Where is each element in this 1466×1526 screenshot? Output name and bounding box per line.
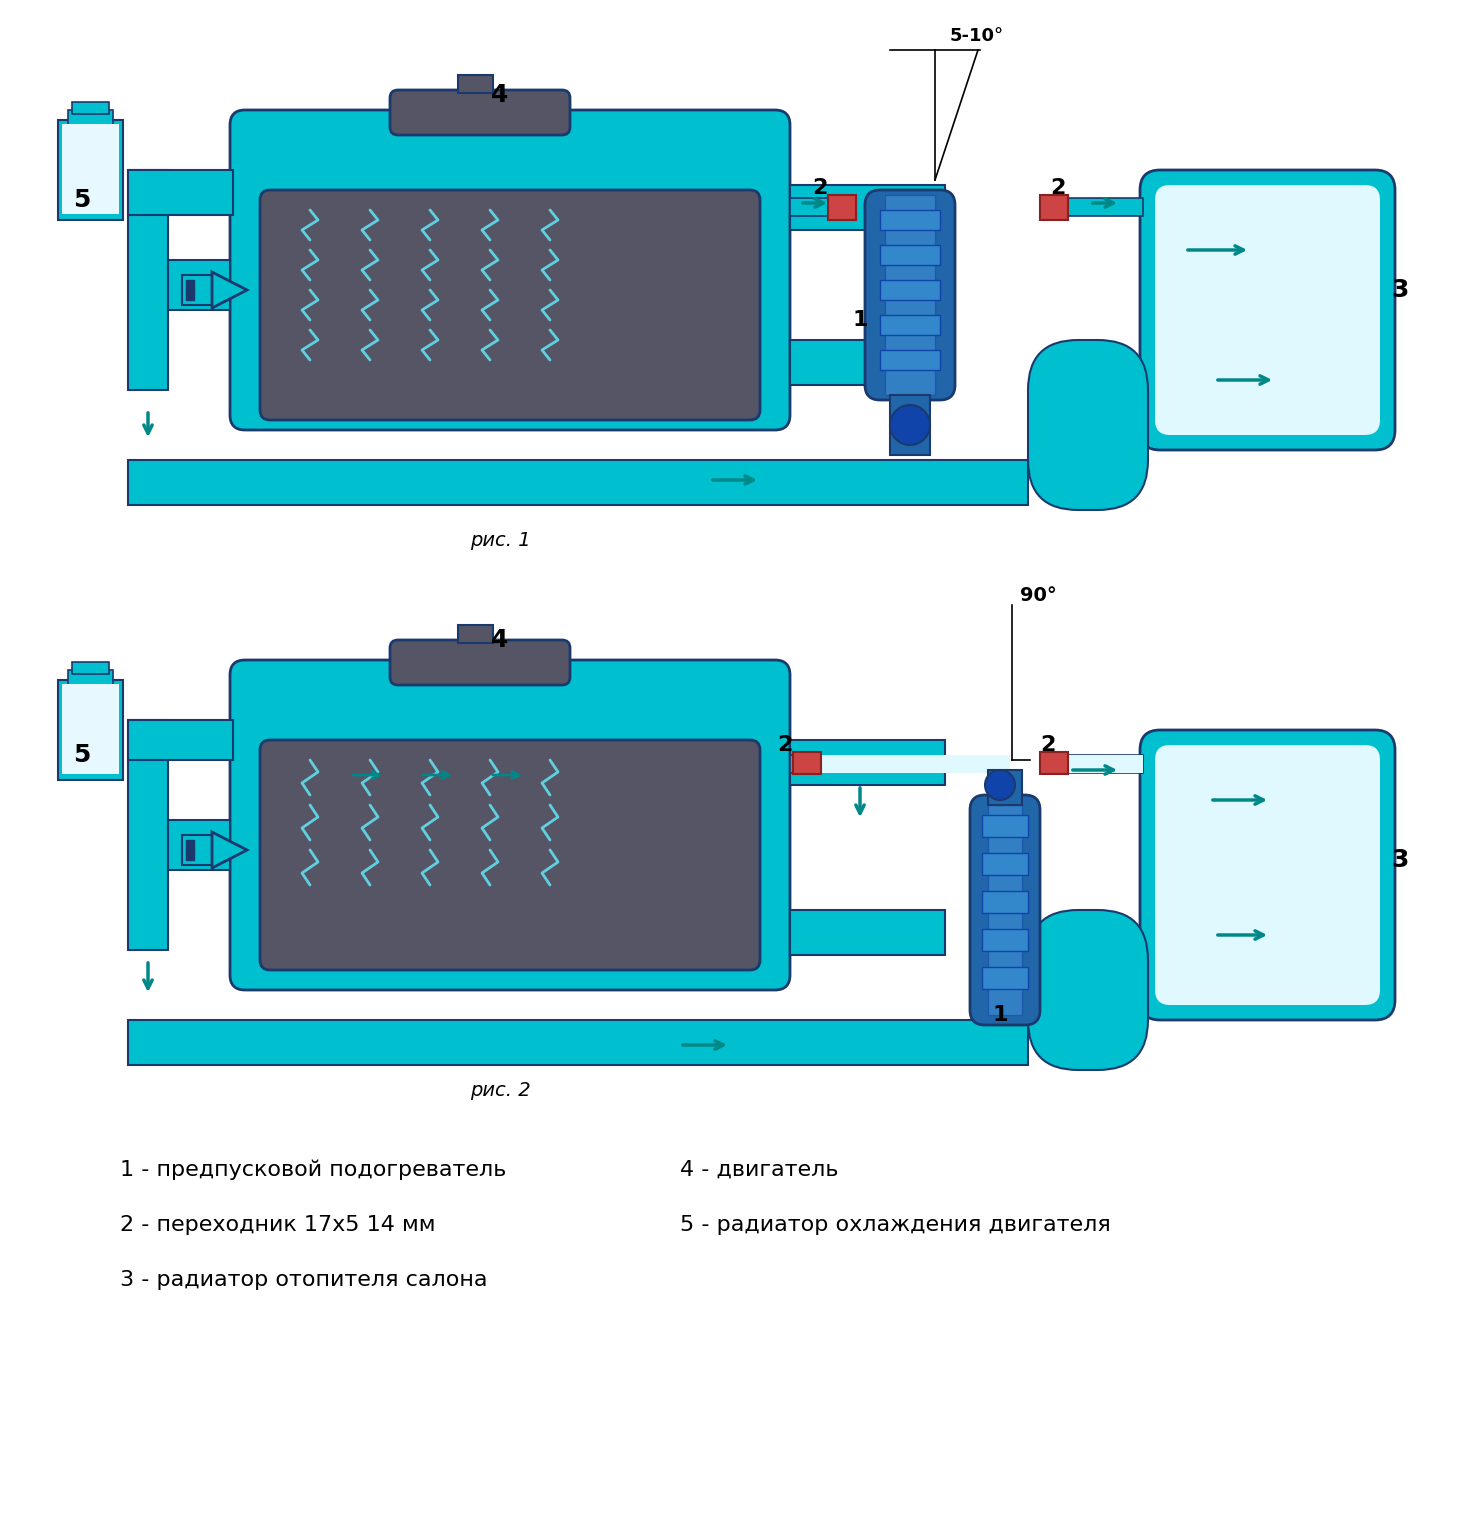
Text: 3: 3 — [1391, 848, 1409, 871]
Text: 2: 2 — [777, 736, 793, 755]
FancyBboxPatch shape — [1141, 729, 1396, 1019]
Bar — [62, 124, 119, 214]
FancyBboxPatch shape — [1028, 909, 1148, 1070]
Bar — [790, 755, 795, 774]
Bar — [1069, 755, 1143, 774]
Text: 1: 1 — [992, 1006, 1007, 1025]
Bar — [1069, 755, 1143, 774]
Bar — [1039, 752, 1069, 774]
Text: 5 - радиатор охлаждения двигателя: 5 - радиатор охлаждения двигателя — [680, 1215, 1111, 1235]
Text: 1: 1 — [852, 310, 868, 330]
Polygon shape — [213, 832, 246, 868]
Bar — [880, 279, 940, 301]
Text: 4: 4 — [491, 629, 509, 652]
Bar — [790, 740, 946, 784]
Text: 5-10°: 5-10° — [950, 27, 1004, 44]
Text: 2: 2 — [812, 179, 828, 198]
Bar — [182, 275, 214, 305]
Text: 2: 2 — [1041, 736, 1056, 755]
Text: 1 - предпусковой подогреватель: 1 - предпусковой подогреватель — [120, 1160, 506, 1180]
FancyBboxPatch shape — [1155, 745, 1380, 1006]
Bar — [982, 967, 1028, 989]
Bar — [62, 684, 119, 774]
FancyBboxPatch shape — [230, 110, 790, 430]
Bar — [1039, 195, 1069, 220]
Text: 90°: 90° — [1020, 586, 1057, 604]
Text: 2: 2 — [1050, 179, 1066, 198]
Text: рис. 1: рис. 1 — [469, 531, 531, 549]
Bar — [186, 279, 194, 301]
Bar — [169, 259, 230, 310]
Bar — [988, 806, 1022, 1015]
Bar — [128, 720, 169, 951]
Bar — [790, 340, 946, 385]
Bar — [72, 662, 108, 674]
Bar — [880, 349, 940, 369]
FancyBboxPatch shape — [1155, 185, 1380, 435]
FancyBboxPatch shape — [1141, 169, 1396, 450]
Bar — [72, 102, 108, 114]
Bar — [880, 314, 940, 336]
Polygon shape — [213, 272, 246, 308]
FancyBboxPatch shape — [390, 90, 570, 134]
FancyBboxPatch shape — [1028, 340, 1148, 510]
FancyBboxPatch shape — [259, 191, 759, 420]
Bar — [790, 185, 946, 230]
Text: 3: 3 — [1391, 278, 1409, 302]
FancyBboxPatch shape — [259, 740, 759, 971]
FancyBboxPatch shape — [230, 661, 790, 990]
Bar — [128, 1019, 1028, 1065]
Bar — [457, 626, 493, 642]
Bar — [169, 819, 230, 870]
Bar — [59, 121, 123, 220]
Bar — [128, 459, 1028, 505]
Bar — [982, 853, 1028, 874]
Text: рис. 2: рис. 2 — [469, 1080, 531, 1100]
Bar — [1069, 198, 1143, 217]
Bar — [819, 755, 1010, 774]
Bar — [982, 929, 1028, 951]
Bar — [790, 198, 830, 217]
Bar — [457, 75, 493, 93]
Bar — [793, 752, 821, 774]
Bar — [988, 771, 1022, 806]
Bar — [128, 169, 233, 215]
Text: 5: 5 — [73, 188, 91, 212]
Circle shape — [985, 771, 1014, 800]
Bar — [59, 681, 123, 780]
Bar — [790, 755, 796, 774]
FancyBboxPatch shape — [390, 639, 570, 685]
Bar — [128, 169, 169, 391]
Text: 3 - радиатор отопителя салона: 3 - радиатор отопителя салона — [120, 1270, 488, 1289]
Bar — [885, 195, 935, 395]
Bar — [890, 395, 929, 455]
Bar — [67, 110, 113, 125]
Bar — [182, 835, 214, 865]
Bar — [982, 891, 1028, 913]
Bar — [880, 246, 940, 266]
Bar — [67, 670, 113, 685]
Bar — [982, 815, 1028, 836]
Text: 4: 4 — [491, 82, 509, 107]
Bar — [880, 211, 940, 230]
Bar — [128, 720, 233, 760]
Circle shape — [890, 404, 929, 446]
Bar — [790, 909, 946, 955]
Text: 2 - переходник 17х5 14 мм: 2 - переходник 17х5 14 мм — [120, 1215, 435, 1235]
Bar — [828, 195, 856, 220]
Bar — [186, 839, 194, 861]
Text: 4 - двигатель: 4 - двигатель — [680, 1160, 839, 1180]
FancyBboxPatch shape — [865, 191, 954, 400]
FancyBboxPatch shape — [970, 795, 1039, 1025]
Text: 5: 5 — [73, 743, 91, 768]
